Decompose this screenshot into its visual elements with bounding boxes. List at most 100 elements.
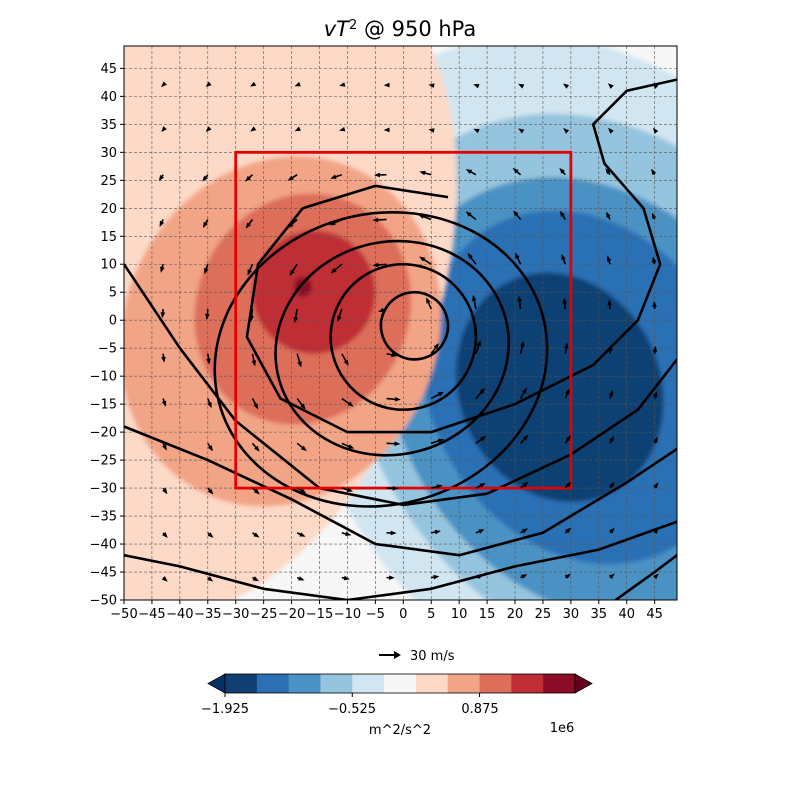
- wind-arrowhead: [476, 340, 481, 347]
- wind-arrowhead: [346, 487, 353, 492]
- x-tick-label: 35: [591, 607, 608, 622]
- wind-arrowhead: [207, 401, 212, 409]
- wind-arrowhead: [300, 403, 306, 410]
- wind-arrowhead: [465, 211, 472, 217]
- y-tick-label: 0: [109, 314, 117, 329]
- wind-arrowhead: [337, 315, 342, 322]
- wind-arrowhead: [287, 222, 294, 229]
- wind-arrowhead: [287, 175, 294, 181]
- wind-arrowhead: [652, 345, 658, 352]
- red-box: [234, 150, 573, 490]
- wind-arrowhead: [161, 126, 167, 133]
- wind-arrowhead: [159, 220, 165, 228]
- wind-arrowhead: [515, 252, 520, 259]
- wind-arrowhead: [559, 210, 565, 217]
- wind-arrowhead: [434, 529, 441, 535]
- wind-arrowhead: [207, 488, 214, 495]
- wind-arrowhead: [250, 126, 257, 132]
- colorbar-swatch: [511, 674, 544, 693]
- wind-arrowhead: [651, 256, 657, 263]
- line-contour: [124, 425, 677, 557]
- wind-arrowhead: [477, 574, 484, 580]
- x-tick-label: −15: [306, 607, 333, 622]
- x-tick-label: −10: [334, 607, 361, 622]
- wind-arrowhead: [653, 573, 659, 580]
- wind-arrowhead: [252, 576, 259, 582]
- quiver-key-arrowhead: [394, 651, 401, 659]
- colorbar-swatch: [288, 674, 321, 693]
- wind-arrowhead: [562, 297, 567, 304]
- wind-arrowhead: [205, 126, 212, 132]
- wind-arrowhead: [467, 252, 473, 259]
- wind-arrowhead: [202, 221, 208, 228]
- wind-arrowhead: [343, 359, 349, 366]
- wind-arrowhead: [394, 441, 401, 446]
- wind-arrowhead: [372, 217, 379, 223]
- x-tick-label: −20: [278, 607, 305, 622]
- wind-arrowhead: [162, 488, 168, 495]
- wind-arrowhead: [160, 266, 165, 273]
- x-tick-label: −35: [194, 607, 221, 622]
- wind-arrowhead: [158, 175, 164, 182]
- y-tick-label: 35: [100, 118, 117, 133]
- wind-arrowhead: [565, 481, 572, 488]
- wind-arrowhead: [651, 212, 657, 219]
- wind-arrowhead: [347, 444, 355, 449]
- x-tick-label: 10: [451, 607, 468, 622]
- wind-arrowhead: [345, 531, 352, 536]
- colorbar: [207, 673, 593, 697]
- x-tick-label: −40: [166, 607, 193, 622]
- wind-arrowhead: [480, 435, 487, 442]
- wind-arrowhead: [479, 483, 486, 488]
- x-tick-label: 15: [479, 607, 496, 622]
- wind-arrowhead: [245, 222, 251, 229]
- wind-arrowhead: [609, 527, 615, 534]
- wind-arrowhead: [253, 532, 260, 538]
- wind-arrowhead: [653, 482, 659, 489]
- wind-arrowhead: [347, 401, 354, 407]
- wind-arrowhead: [161, 576, 168, 582]
- wind-arrowhead: [563, 83, 570, 89]
- colorbar-outline: [224, 673, 576, 694]
- y-tick-label: −5: [98, 342, 117, 357]
- colorbar-tick-label: 0.875: [461, 702, 498, 717]
- wind-arrowhead: [253, 403, 259, 410]
- wind-arrowhead: [607, 83, 614, 89]
- wind-arrowhead: [390, 530, 397, 536]
- wind-arrowhead: [298, 576, 305, 581]
- colorbar-swatch: [256, 674, 290, 693]
- wind-arrowhead: [653, 127, 659, 134]
- wind-arrowhead: [433, 343, 439, 350]
- wind-arrowhead: [522, 434, 529, 441]
- x-tick-label: −45: [138, 607, 165, 622]
- wind-arrowhead: [608, 389, 614, 397]
- y-tick-label: 40: [100, 90, 117, 105]
- wind-arrowhead: [565, 388, 570, 395]
- wind-arrowhead: [652, 391, 658, 398]
- colorbar-swatch: [415, 674, 449, 693]
- y-tick-label: 10: [100, 258, 117, 273]
- line-contour: [213, 210, 549, 508]
- wind-arrowhead: [563, 128, 570, 134]
- wind-arrowhead: [608, 344, 613, 351]
- wind-arrowhead: [428, 128, 435, 133]
- x-tick-label: 40: [618, 607, 635, 622]
- quiver-key: 30 m/s: [379, 649, 455, 664]
- x-tick-label: 30: [563, 607, 580, 622]
- y-tick-label: −50: [90, 594, 117, 609]
- wind-arrowhead: [392, 486, 399, 491]
- wind-arrowhead: [605, 168, 611, 175]
- wind-arrowhead: [329, 220, 336, 226]
- wind-arrowhead: [162, 444, 167, 451]
- line-contour: [245, 78, 677, 434]
- wind-arrowhead: [372, 262, 379, 268]
- colorbar-swatch: [320, 674, 353, 693]
- wind-arrowhead: [162, 532, 168, 538]
- wind-arrowhead: [391, 352, 398, 358]
- colorbar-over-extend: [574, 673, 593, 694]
- wind-arrowhead: [471, 294, 477, 301]
- wind-arrowhead: [512, 167, 519, 174]
- y-tick-label: −15: [90, 398, 117, 413]
- colorbar-swatch: [447, 674, 480, 693]
